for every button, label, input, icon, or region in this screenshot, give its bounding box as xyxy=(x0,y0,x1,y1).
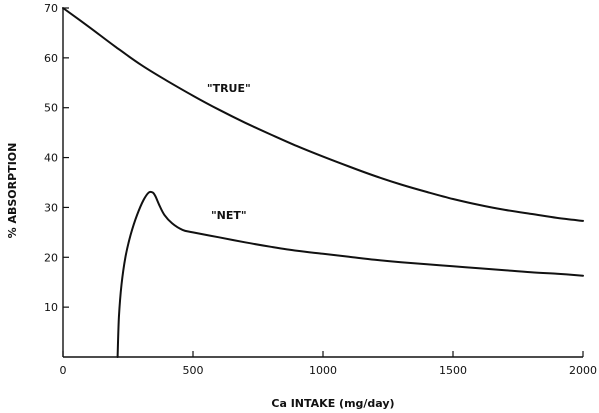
x-tick-label: 2000 xyxy=(569,364,597,377)
series-line-true xyxy=(62,7,584,222)
y-axis-title: % ABSORPTION xyxy=(6,143,19,239)
y-tick-label: 50 xyxy=(44,102,58,115)
x-tick-label: 1000 xyxy=(309,364,337,377)
annotations: "TRUE" "NET" xyxy=(207,82,251,222)
y-tick-label: 60 xyxy=(44,52,58,65)
annotation-true: "TRUE" xyxy=(207,82,251,95)
x-ticks: 0 500 1000 1500 2000 xyxy=(60,351,597,377)
x-tick-label: 500 xyxy=(183,364,204,377)
y-tick-label: 20 xyxy=(44,251,58,264)
y-tick-label: 40 xyxy=(44,152,58,165)
series-line-net xyxy=(116,190,584,358)
y-tick-label: 70 xyxy=(44,2,58,15)
y-ticks: 10 20 30 40 50 60 70 xyxy=(44,2,69,314)
x-tick-label: 0 xyxy=(60,364,67,377)
axes xyxy=(62,8,583,358)
x-tick-label: 1500 xyxy=(439,364,467,377)
x-axis-title: Ca INTAKE (mg/day) xyxy=(271,397,394,410)
y-tick-label: 30 xyxy=(44,201,58,214)
y-tick-label: 10 xyxy=(44,301,58,314)
annotation-net: "NET" xyxy=(211,209,247,222)
series-lines xyxy=(62,7,584,358)
